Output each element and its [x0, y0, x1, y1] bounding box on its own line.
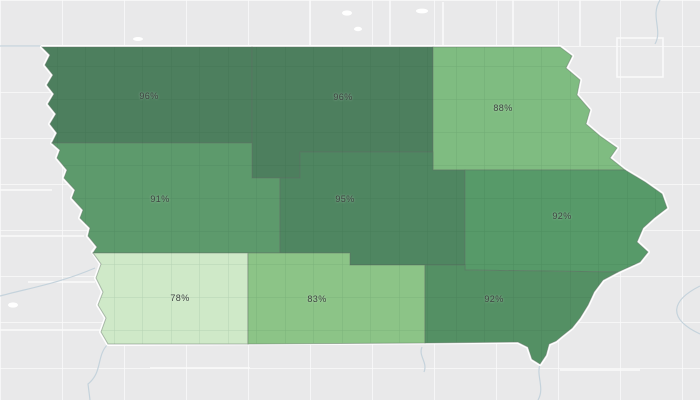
region-label-northeast: 88%: [493, 103, 512, 113]
background-county-lines: [0, 0, 664, 371]
region-label-southeast: 92%: [484, 294, 503, 304]
region-label-southwest: 78%: [170, 293, 189, 303]
region-label-west-central: 91%: [150, 194, 169, 204]
region-label-northwest: 96%: [139, 91, 158, 101]
region-label-central: 95%: [335, 194, 354, 204]
region-label-east-central: 92%: [552, 211, 571, 221]
region-label-north-central: 96%: [333, 92, 352, 102]
region-label-south-central: 83%: [307, 294, 326, 304]
